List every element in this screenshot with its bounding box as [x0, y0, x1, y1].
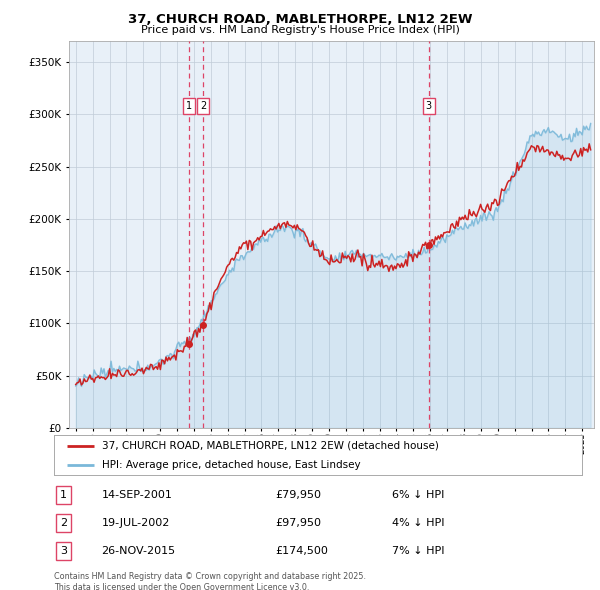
Text: 19-JUL-2002: 19-JUL-2002: [101, 518, 170, 527]
Text: 4% ↓ HPI: 4% ↓ HPI: [392, 518, 445, 527]
Text: Price paid vs. HM Land Registry's House Price Index (HPI): Price paid vs. HM Land Registry's House …: [140, 25, 460, 35]
Text: £174,500: £174,500: [276, 546, 329, 556]
Text: 7% ↓ HPI: 7% ↓ HPI: [392, 546, 445, 556]
Text: 14-SEP-2001: 14-SEP-2001: [101, 490, 172, 500]
Text: Contains HM Land Registry data © Crown copyright and database right 2025.
This d: Contains HM Land Registry data © Crown c…: [54, 572, 366, 590]
Text: £97,950: £97,950: [276, 518, 322, 527]
Text: 37, CHURCH ROAD, MABLETHORPE, LN12 2EW (detached house): 37, CHURCH ROAD, MABLETHORPE, LN12 2EW (…: [101, 441, 439, 451]
Text: 1: 1: [60, 490, 67, 500]
Text: 3: 3: [425, 101, 431, 111]
Text: 2: 2: [200, 101, 206, 111]
Text: 1: 1: [186, 101, 192, 111]
Text: 26-NOV-2015: 26-NOV-2015: [101, 546, 176, 556]
Text: 37, CHURCH ROAD, MABLETHORPE, LN12 2EW: 37, CHURCH ROAD, MABLETHORPE, LN12 2EW: [128, 13, 472, 26]
Text: HPI: Average price, detached house, East Lindsey: HPI: Average price, detached house, East…: [101, 460, 360, 470]
Text: 6% ↓ HPI: 6% ↓ HPI: [392, 490, 444, 500]
Text: 2: 2: [60, 518, 67, 527]
Text: £79,950: £79,950: [276, 490, 322, 500]
Text: 3: 3: [60, 546, 67, 556]
